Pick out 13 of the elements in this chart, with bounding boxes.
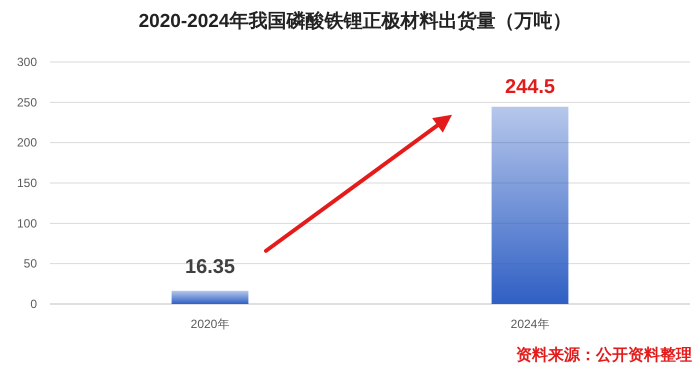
text: 资料来源：公开资料整理 xyxy=(516,346,692,364)
y-tick-label: 300 xyxy=(16,55,38,69)
x-tick-label: 2020年 xyxy=(190,317,230,331)
y-tick-label: 100 xyxy=(16,216,38,230)
data-label: 16.35 xyxy=(184,256,236,278)
x-tick-label: 2024年 xyxy=(510,317,550,331)
y-tick-label: 50 xyxy=(24,256,38,271)
y-tick-label: 200 xyxy=(16,136,38,150)
data-label: 244.5 xyxy=(504,76,556,98)
y-tick-label: 250 xyxy=(16,95,38,110)
y-tick-label: 0 xyxy=(30,297,38,311)
y-tick-label: 150 xyxy=(16,176,38,190)
chart-title: 2020-2024年我国磷酸铁锂正极材料出货量（万吨） xyxy=(138,10,572,32)
